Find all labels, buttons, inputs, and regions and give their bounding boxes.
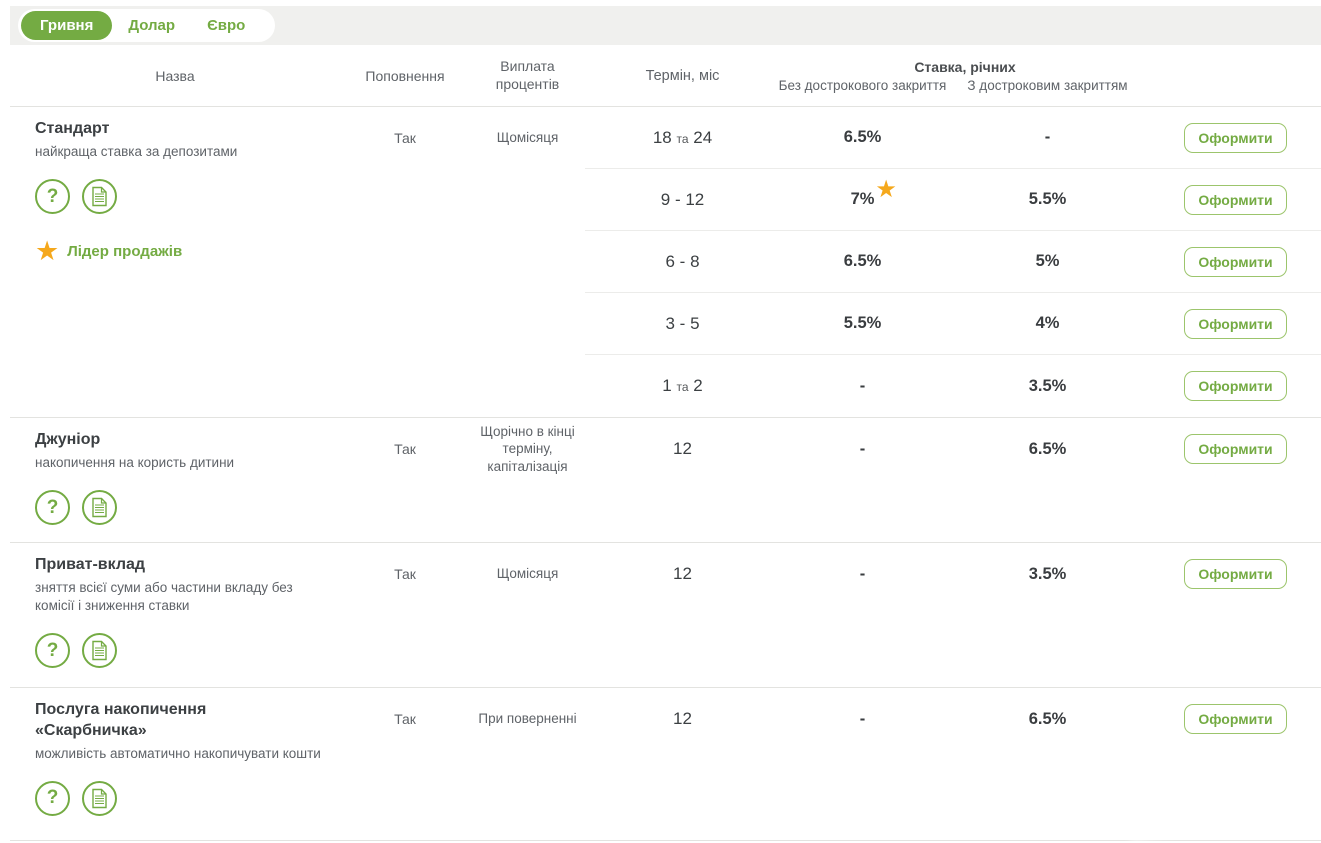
document-icon[interactable] [82, 490, 117, 526]
rate-early-value: 3.5% [1028, 564, 1067, 583]
product-info: Приват-вклад зняття всієї суми або части… [10, 543, 340, 687]
payout-value: При поверненні [478, 711, 577, 727]
product-section: Стандарт найкраща ставка за депозитами ? [10, 107, 1321, 417]
rate-rows: 12 - 6.5% Оформити [585, 418, 1321, 542]
header-rate-no-early: Без дострокового закриття [778, 77, 947, 93]
apply-button[interactable]: Оформити [1184, 559, 1287, 589]
rate-no-early-value: - [859, 564, 866, 583]
help-icon[interactable]: ? [35, 633, 70, 669]
product-name: Приват-вклад [35, 556, 146, 573]
header-rate-title: Ставка, річних [914, 58, 1016, 75]
apply-button[interactable]: Оформити [1184, 122, 1287, 153]
rate-row: 12 - 6.5% Оформити [585, 418, 1321, 480]
rate-row: 12 - 6.5% Оформити [585, 688, 1321, 750]
currency-tab-bar: Гривня Долар Євро [10, 6, 1321, 45]
help-icon[interactable]: ? [35, 780, 70, 816]
rate-row: 12 - 3.5% Оформити [585, 543, 1321, 605]
refill-value: Так [394, 566, 416, 582]
rate-row: 3 - 5 5.5% 4% Оформити [585, 293, 1321, 355]
product-description: найкраща ставка за депозитами [35, 143, 238, 159]
term-value: 18 та 24 [652, 127, 713, 147]
help-icon[interactable]: ? [35, 179, 70, 215]
star-icon: ★ [875, 176, 897, 203]
refill-value: Так [394, 441, 416, 457]
term-value: 12 [673, 439, 692, 458]
apply-button[interactable]: Оформити [1184, 246, 1287, 277]
rate-no-early-value: 6.5% [843, 252, 882, 270]
rate-no-early-value: - [859, 376, 866, 395]
product-info: Послуга накопичення «Скарбничка» можливі… [10, 688, 340, 840]
term-value: 1 та 2 [662, 376, 703, 395]
table-header: Назва Поповнення Виплата процентів Термі… [10, 45, 1321, 107]
term-value: 9 - 12 [660, 189, 705, 209]
apply-button[interactable]: Оформити [1184, 308, 1287, 339]
rate-no-early-value: 7% ★ [850, 176, 897, 209]
payout-value: Щомісяця [496, 130, 559, 146]
product-name: Послуга накопичення «Скарбничка» [35, 701, 207, 739]
rate-no-early-value: - [859, 439, 866, 458]
product-section: Джуніор накопичення на користь дитини ? [10, 417, 1321, 542]
product-description: накопичення на користь дитини [35, 454, 235, 470]
currency-tab-uah[interactable]: Гривня [21, 11, 113, 40]
rate-rows: 18 та 24 6.5% - Оформити 9 - 12 7% ★ 5.5%… [585, 107, 1321, 417]
apply-button[interactable]: Оформити [1184, 434, 1287, 464]
apply-button[interactable]: Оформити [1184, 371, 1287, 401]
product-description: зняття всієї суми або частини вкладу без… [35, 579, 293, 614]
header-term: Термін, міс [645, 67, 720, 84]
product-section: Послуга накопичення «Скарбничка» можливі… [10, 687, 1321, 840]
header-refill: Поповнення [365, 67, 445, 84]
product-info: Джуніор накопичення на користь дитини ? [10, 418, 340, 542]
rate-row: 18 та 24 6.5% - Оформити [585, 107, 1321, 169]
term-value: 6 - 8 [665, 251, 700, 271]
document-icon[interactable] [82, 633, 117, 669]
rate-early-value: - [1044, 128, 1051, 146]
product-info: Стандарт найкраща ставка за депозитами ? [10, 107, 340, 417]
rate-no-early-value: 5.5% [843, 314, 882, 332]
rate-row: 9 - 12 7% ★ 5.5% Оформити [585, 169, 1321, 231]
rate-early-value: 6.5% [1028, 439, 1067, 458]
product-name: Стандарт [35, 120, 110, 137]
currency-tab-eur[interactable]: Євро [191, 12, 261, 39]
product-description: можливість автоматично накопичувати кошт… [35, 745, 321, 761]
apply-button[interactable]: Оформити [1184, 184, 1287, 215]
rate-early-value: 5.5% [1028, 190, 1067, 208]
tab-pill: Гривня Долар Євро [18, 9, 276, 42]
currency-tab-usd[interactable]: Долар [112, 12, 191, 39]
sales-leader-badge: ★ Лідер продажів [35, 238, 330, 265]
term-value: 12 [673, 709, 692, 728]
refill-value: Так [394, 711, 416, 727]
header-payout: Виплата процентів [495, 58, 560, 92]
rate-row: 1 та 2 - 3.5% Оформити [585, 355, 1321, 417]
rate-early-value: 3.5% [1028, 376, 1067, 395]
rate-no-early-value: 6.5% [843, 128, 882, 146]
refill-value: Так [394, 130, 416, 146]
rate-early-value: 5% [1035, 252, 1060, 270]
star-icon: ★ [35, 236, 60, 267]
deposits-table: Назва Поповнення Виплата процентів Термі… [10, 45, 1321, 841]
rate-rows: 12 - 3.5% Оформити [585, 543, 1321, 687]
header-rate-group: Ставка, річних Без дострокового закриття… [778, 58, 1150, 93]
payout-value: Щомісяця [496, 566, 559, 582]
payout-value: Щорічно в кінці терміну, капіталізація [480, 423, 575, 474]
header-name: Назва [155, 67, 195, 84]
term-value: 12 [673, 564, 692, 583]
help-icon[interactable]: ? [35, 490, 70, 526]
product-name: Джуніор [35, 431, 101, 448]
rate-no-early-value: - [859, 709, 866, 728]
sales-leader-label: Лідер продажів [67, 243, 183, 261]
document-icon[interactable] [82, 179, 117, 215]
apply-button[interactable]: Оформити [1184, 704, 1287, 734]
rate-early-value: 4% [1035, 314, 1060, 332]
rate-early-value: 6.5% [1028, 709, 1067, 728]
rate-row: 6 - 8 6.5% 5% Оформити [585, 231, 1321, 293]
header-rate-early: З достроковим закриттям [967, 77, 1128, 93]
rate-rows: 12 - 6.5% Оформити [585, 688, 1321, 840]
document-icon[interactable] [82, 780, 117, 816]
product-section: Приват-вклад зняття всієї суми або части… [10, 542, 1321, 687]
term-value: 3 - 5 [665, 313, 700, 333]
